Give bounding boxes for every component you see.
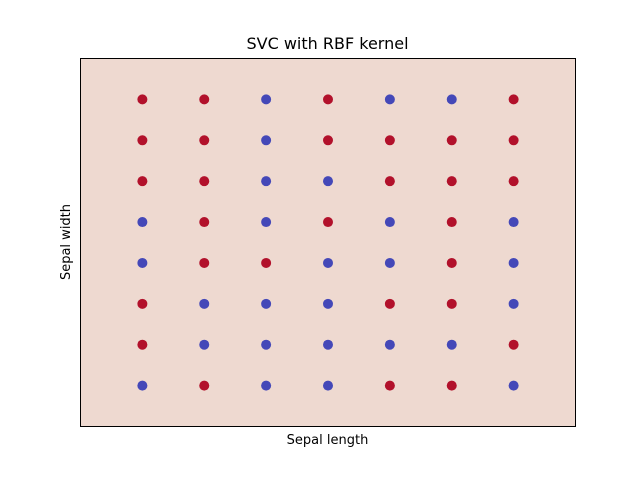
data-point-red [446, 176, 457, 187]
data-points [137, 94, 519, 391]
chart-title: SVC with RBF kernel [246, 34, 408, 53]
data-point-blue [446, 94, 457, 105]
data-point-blue [508, 298, 519, 309]
data-point-red [446, 380, 457, 391]
data-point-red [384, 135, 395, 146]
data-point-red [508, 339, 519, 350]
data-point-red [199, 380, 210, 391]
data-point-red [323, 135, 333, 146]
data-point-blue [323, 380, 333, 391]
data-point-red [508, 94, 519, 105]
data-point-red [323, 217, 333, 228]
data-point-red [137, 94, 148, 105]
plot-area [80, 58, 576, 427]
data-point-red [137, 135, 148, 146]
data-point-blue [384, 94, 395, 105]
data-point-red [508, 135, 519, 146]
data-point-red [199, 94, 210, 105]
data-point-blue [384, 217, 395, 228]
data-point-red [199, 135, 210, 146]
data-point-red [137, 298, 148, 309]
data-point-blue [261, 380, 272, 391]
data-point-blue [508, 217, 519, 228]
y-axis-label: Sepal width [59, 204, 74, 280]
data-point-red [199, 217, 210, 228]
data-point-red [384, 298, 395, 309]
data-point-red [508, 176, 519, 187]
x-axis-label: Sepal length [287, 433, 369, 448]
data-point-red [446, 257, 457, 268]
data-point-blue [323, 257, 333, 268]
data-point-blue [261, 176, 272, 187]
data-point-blue [508, 380, 519, 391]
data-point-red [261, 257, 272, 268]
data-point-blue [199, 298, 210, 309]
data-point-red [199, 257, 210, 268]
data-point-blue [137, 217, 148, 228]
data-point-blue [261, 339, 272, 350]
data-point-red [384, 176, 395, 187]
data-point-blue [508, 257, 519, 268]
data-point-red [199, 176, 210, 187]
data-point-blue [261, 135, 272, 146]
data-point-red [384, 380, 395, 391]
data-point-red [137, 339, 148, 350]
data-point-blue [137, 380, 148, 391]
data-point-blue [384, 257, 395, 268]
data-point-red [446, 217, 457, 228]
data-point-red [137, 176, 148, 187]
data-point-blue [323, 339, 333, 350]
data-point-red [446, 135, 457, 146]
data-point-blue [137, 257, 148, 268]
data-point-blue [323, 298, 333, 309]
data-point-blue [261, 298, 272, 309]
data-point-blue [384, 339, 395, 350]
data-point-blue [261, 94, 272, 105]
data-point-red [446, 298, 457, 309]
data-point-red [323, 94, 333, 105]
data-point-blue [261, 217, 272, 228]
data-point-blue [199, 339, 210, 350]
data-point-blue [323, 176, 333, 187]
data-point-blue [446, 339, 457, 350]
